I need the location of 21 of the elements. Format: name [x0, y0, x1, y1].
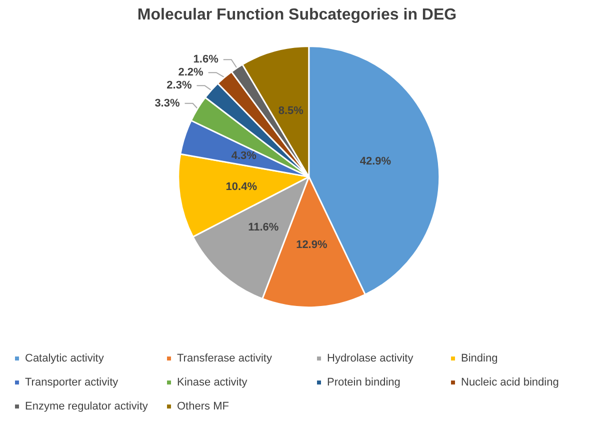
- legend-label: Catalytic activity: [25, 352, 104, 364]
- data-label: 3.3%: [154, 97, 180, 110]
- legend-label: Enzyme regulator activity: [25, 400, 148, 412]
- data-label: 42.9%: [360, 156, 392, 168]
- legend-label: Binding: [461, 352, 498, 364]
- data-label: 2.3%: [166, 80, 192, 92]
- legend-label: Transporter activity: [25, 376, 119, 388]
- data-label: 12.9%: [296, 239, 328, 252]
- data-label: 11.6%: [248, 222, 279, 234]
- data-label: 8.5%: [278, 104, 304, 117]
- data-label: 4.3%: [231, 150, 257, 162]
- data-label: 2.2%: [178, 66, 204, 79]
- legend-label: Transferase activity: [177, 352, 272, 364]
- chart-title: Molecular Function Subcategories in DEG: [137, 6, 457, 24]
- legend-label: Hydrolase activity: [327, 352, 414, 364]
- legend-label: Protein binding: [327, 376, 400, 388]
- data-label: 10.4%: [226, 181, 258, 194]
- legend-label: Kinase activity: [177, 376, 248, 388]
- legend-label: Nucleic acid binding: [461, 376, 559, 388]
- legend-label: Others MF: [177, 400, 230, 412]
- data-label: 1.6%: [193, 54, 219, 66]
